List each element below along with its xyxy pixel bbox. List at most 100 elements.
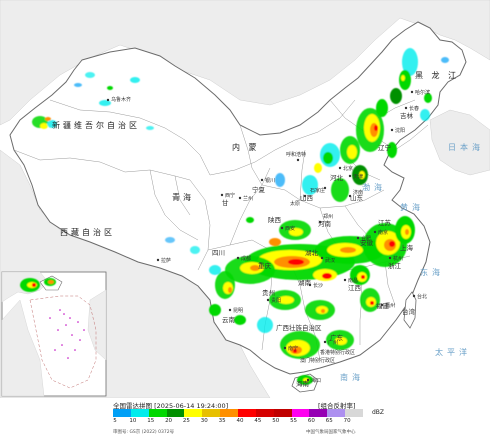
city-marker-taipei — [412, 294, 416, 298]
legend-swatch — [148, 409, 167, 417]
city-marker-hangzhou — [388, 256, 392, 260]
city-label-nanning: 南宁 — [288, 345, 298, 352]
city-marker-shenyang — [390, 128, 394, 132]
city-label-guiyang: 贵阳 — [271, 297, 281, 304]
echo-cluster-xinjiang — [32, 72, 154, 130]
region-label-guizhou: 贵州 — [262, 288, 275, 297]
city-label-changsha: 长沙 — [313, 282, 323, 289]
sea-label-yellow-sea: 黄海 — [400, 202, 424, 212]
echo-cluster-southwest — [165, 217, 254, 275]
city-label-xining: 西宁 — [225, 192, 235, 199]
city-label-yinchuan: 银川 — [265, 177, 275, 184]
city-label-hefei: 合肥 — [361, 235, 371, 242]
city-marker-lanzhou — [238, 196, 242, 200]
legend-swatch — [238, 409, 256, 417]
city-marker-guiyang — [266, 298, 270, 302]
sea-label-japan-sea: 日本海 — [448, 142, 484, 152]
city-label-shijiazhuang: 石家庄 — [310, 187, 325, 194]
region-labels: 新疆维吾尔自治区 西藏自治区 青海 内 蒙 黑 龙 江 甘 四川 云南 广西壮族… — [52, 70, 459, 388]
region-label-shandong: 山东 — [350, 193, 364, 202]
region-label-chongqing: 重庆 — [258, 261, 272, 270]
map-approval-number: 审图号: GS京 (2022) 0372号 — [113, 430, 175, 435]
city-label-urumqi: 乌鲁木齐 — [111, 96, 131, 103]
echo-cluster-northeast — [376, 48, 449, 121]
legend-swatch — [273, 409, 292, 417]
region-label-hunan: 湖南 — [298, 278, 312, 287]
sea-label-pacific: 太平洋 — [435, 347, 471, 357]
region-label-taiwan: 台湾 — [402, 307, 416, 316]
region-label-henan: 河南 — [318, 219, 332, 228]
legend-tick: 45 — [254, 418, 262, 424]
legend-product: [组合反射率] — [318, 402, 356, 410]
legend-swatch — [309, 409, 328, 417]
legend-tick: 65 — [325, 418, 333, 424]
city-marker-chengdu — [236, 256, 240, 260]
sea-label-south-sea: 南海 — [340, 372, 364, 382]
legend-tick: 35 — [218, 418, 226, 424]
city-label-taiyuan: 太原 — [290, 200, 300, 207]
city-label-macau: 澳门特别行政区 — [300, 357, 335, 364]
echo-cluster-south-china — [209, 288, 380, 385]
legend-tick: 70 — [343, 418, 351, 424]
city-marker-zhengzhou — [318, 220, 322, 224]
region-label-anhui: 安徽 — [360, 238, 374, 247]
city-marker-urumqi — [106, 98, 110, 102]
sea-label-bohai: 渤海 — [362, 182, 386, 192]
region-label-hainan: 海南 — [296, 379, 310, 388]
sea-areas — [300, 175, 490, 398]
region-label-guangxi: 广西壮族自治区 — [276, 323, 322, 332]
city-marker-beijing — [338, 166, 342, 170]
legend-tick: 10 — [129, 418, 137, 424]
legend-swatch — [345, 409, 364, 417]
legend-tick: 5 — [113, 418, 117, 424]
city-label-taipei: 台北 — [417, 293, 427, 300]
legend-tick: 25 — [182, 418, 190, 424]
city-label-xian: 西安 — [285, 225, 295, 232]
city-marker-haikou — [306, 378, 310, 382]
legend-title: 全国雷达拼图 [2025-06-14 19:24:00] — [113, 402, 229, 410]
legend-tick: 55 — [290, 418, 298, 424]
legend-panel: 全国雷达拼图 [2025-06-14 19:24:00] [组合反射率] dBZ… — [0, 398, 490, 439]
region-label-xinjiang: 新疆维吾尔自治区 — [52, 120, 140, 130]
city-label-haikou: 海口 — [311, 377, 321, 384]
city-label-lhasa: 拉萨 — [161, 257, 171, 264]
region-label-shanxi: 山西 — [300, 193, 314, 202]
city-label-beijing: 北京 — [343, 165, 353, 172]
city-marker-nanchang — [343, 278, 347, 282]
city-marker-nanning — [283, 346, 287, 350]
city-label-shenyang: 沈阳 — [395, 127, 405, 134]
city-label-guangzhou: 广州 — [328, 339, 338, 346]
region-label-zhejiang: 浙江 — [388, 261, 402, 270]
city-marker-tianjin — [348, 174, 352, 178]
legend-tick: 30 — [200, 418, 208, 424]
city-marker-changchun — [404, 106, 408, 110]
city-marker-hefei — [356, 236, 360, 240]
city-marker-xining — [220, 193, 224, 197]
region-label-qinghai: 青海 — [172, 192, 194, 202]
city-marker-lhasa — [156, 258, 160, 262]
legend-swatch — [291, 409, 310, 417]
region-label-heilongjiang: 黑 龙 江 — [415, 70, 459, 80]
legend-tick-labels: 5 10 15 20 25 30 35 40 45 50 55 60 65 70 — [113, 418, 363, 426]
region-label-shanghai: 上海 — [400, 243, 414, 252]
echo-cluster-north-china — [275, 108, 397, 202]
publisher-org: 中国气象局国家气象中心 — [306, 430, 356, 435]
region-label-guangdong: 广东 — [330, 333, 344, 342]
legend-tick: 50 — [272, 418, 280, 424]
region-label-shaanxi: 陕西 — [268, 215, 282, 224]
legend-color-scale — [113, 409, 364, 417]
region-label-gansu: 甘 — [222, 198, 229, 207]
city-marker-yinchuan — [260, 178, 264, 182]
city-marker-fuzhou — [380, 303, 384, 307]
city-label-zhengzhou: 郑州 — [323, 213, 333, 220]
region-label-liaoning: 辽宁 — [378, 143, 392, 152]
taiwan-island — [403, 291, 417, 329]
city-marker-shijiazhuang — [323, 186, 327, 190]
city-marker-wuhan — [320, 256, 324, 260]
region-label-jiangsu: 江苏 — [378, 218, 392, 227]
city-label-nanchang: 南昌 — [348, 277, 358, 284]
city-marker-hohhot — [296, 158, 300, 162]
legend-swatch — [327, 409, 346, 417]
city-label-changchun: 长春 — [409, 105, 419, 112]
